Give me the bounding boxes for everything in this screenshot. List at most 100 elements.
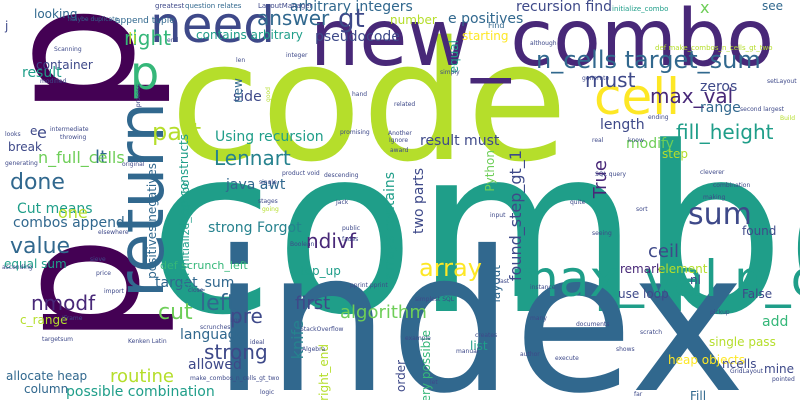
cloud-word: Algebra bbox=[302, 347, 325, 353]
cloud-word: second largest bbox=[740, 107, 784, 113]
cloud-word: Ignore bbox=[389, 138, 408, 144]
cloud-word: quite bbox=[570, 200, 585, 206]
cloud-word: many bbox=[530, 316, 547, 322]
cloud-word: although bbox=[530, 41, 557, 47]
cloud-word: top_up bbox=[300, 265, 341, 277]
cloud-word: new bbox=[232, 78, 244, 103]
cloud-word: process bbox=[136, 84, 142, 107]
cloud-word: StackOverflow bbox=[300, 327, 343, 333]
cloud-word: e bbox=[37, 125, 47, 141]
cloud-word: JFrame bbox=[62, 316, 82, 322]
cloud-word: GridLayout bbox=[730, 369, 763, 375]
cloud-word: Kenken Latin bbox=[128, 339, 167, 345]
cloud-word: positives negatives bbox=[146, 163, 158, 279]
cloud-word: pointed bbox=[772, 377, 795, 383]
cloud-word: shows bbox=[616, 347, 635, 353]
cloud-word: def initialize_combo bbox=[180, 180, 191, 290]
cloud-word: manual bbox=[456, 349, 478, 355]
cloud-word: ending bbox=[648, 115, 669, 121]
cloud-word: li bbox=[128, 31, 137, 47]
cloud-word: greatest bbox=[155, 3, 184, 10]
cloud-word: found_step_gt_1 bbox=[508, 150, 524, 281]
cloud-word: stages bbox=[258, 199, 278, 205]
cloud-word: order bbox=[395, 360, 407, 392]
cloud-word: SQL query bbox=[595, 172, 626, 178]
cloud-word: instance bbox=[530, 285, 555, 291]
cloud-word: far bbox=[634, 392, 642, 398]
cloud-word: know bbox=[628, 138, 644, 144]
cloud-word: ascending bbox=[2, 265, 33, 271]
cloud-word: Boolean bbox=[290, 242, 314, 248]
cloud-word: def scrunch_left bbox=[160, 260, 248, 271]
cloud-word: price bbox=[96, 271, 111, 277]
cloud-word: e bbox=[30, 125, 37, 137]
cloud-word: recursion find bbox=[516, 0, 612, 14]
cloud-word: original bbox=[122, 162, 144, 168]
cloud-word: product void bbox=[282, 171, 320, 177]
cloud-word: input bbox=[490, 213, 505, 219]
cloud-word: see bbox=[762, 0, 783, 12]
cloud-word: allocate heap bbox=[6, 370, 87, 382]
cloud-word: step bbox=[662, 148, 688, 160]
cloud-word: len bbox=[236, 58, 245, 64]
cloud-word: fast bbox=[498, 279, 509, 285]
cloud-word: length bbox=[600, 118, 645, 132]
cloud-word: public bbox=[342, 226, 360, 232]
cloud-word: integer bbox=[286, 53, 307, 59]
cloud-word: Find bbox=[488, 22, 504, 30]
cloud-word: n_full_cells bbox=[38, 150, 125, 166]
cloud-word: Python bbox=[484, 150, 496, 192]
cloud-word: real bbox=[592, 138, 603, 144]
cloud-word: pprint pprint bbox=[350, 283, 388, 289]
cloud-word: seeing bbox=[592, 231, 612, 237]
cloud-word: box bbox=[230, 318, 241, 324]
cloud-word: one bbox=[58, 205, 88, 221]
cloud-word: creates bbox=[475, 333, 497, 339]
cloud-word: break bbox=[8, 141, 42, 153]
cloud-word: def make_combos_n_cells_gt_two bbox=[655, 45, 773, 52]
cloud-word: zeros bbox=[700, 80, 737, 94]
cloud-word: use loop bbox=[618, 288, 669, 300]
cloud-word: ideal bbox=[250, 340, 265, 346]
cloud-word: nmodf bbox=[31, 293, 95, 313]
cloud-word: mine bbox=[764, 363, 794, 375]
cloud-word: descending bbox=[324, 173, 359, 179]
cloud-word: promising bbox=[340, 130, 370, 136]
cloud-word: remark bbox=[620, 263, 663, 275]
cloud-word: column bbox=[24, 383, 68, 395]
cloud-word: number bbox=[390, 14, 437, 26]
cloud-word: author bbox=[520, 352, 540, 358]
cloud-word: intermediate bbox=[50, 127, 89, 133]
cloud-word: Lennart bbox=[214, 148, 291, 168]
cloud-word: execute bbox=[555, 356, 579, 362]
cloud-word: found bbox=[742, 225, 776, 237]
cloud-word: x bbox=[700, 0, 709, 16]
cloud-word: looks bbox=[5, 132, 21, 138]
cloud-word: award bbox=[390, 148, 408, 154]
cloud-word: range bbox=[700, 101, 741, 115]
cloud-word: let bbox=[430, 380, 438, 386]
cloud-word: arrays contains bbox=[383, 172, 397, 280]
cloud-word: algorithm bbox=[340, 304, 427, 322]
cloud-word: c_range bbox=[20, 314, 68, 326]
cloud-word: cleverer bbox=[700, 170, 724, 176]
cloud-word: array bbox=[419, 256, 482, 280]
cloud-word: close bbox=[188, 288, 203, 294]
cloud-word: pickup bbox=[710, 310, 730, 316]
cloud-word: initialize_combo bbox=[612, 6, 668, 13]
cloud-word: scratch bbox=[640, 330, 662, 336]
cloud-word: allowed bbox=[188, 358, 242, 372]
cloud-word: strong Forgot bbox=[208, 221, 302, 235]
cloud-word: throwing bbox=[60, 135, 86, 141]
cloud-word: True bbox=[592, 160, 610, 198]
cloud-word: Jack bbox=[336, 200, 348, 206]
cloud-word: starting bbox=[462, 30, 509, 42]
cloud-word: False bbox=[742, 288, 772, 300]
cloud-word: import bbox=[104, 289, 124, 295]
cloud-word: documents bbox=[576, 322, 609, 328]
cloud-word: Fill bbox=[690, 390, 706, 400]
cloud-word: possible combination bbox=[66, 385, 215, 399]
cloud-word: nl bbox=[690, 274, 701, 286]
cloud-word: append tuple bbox=[115, 17, 175, 26]
